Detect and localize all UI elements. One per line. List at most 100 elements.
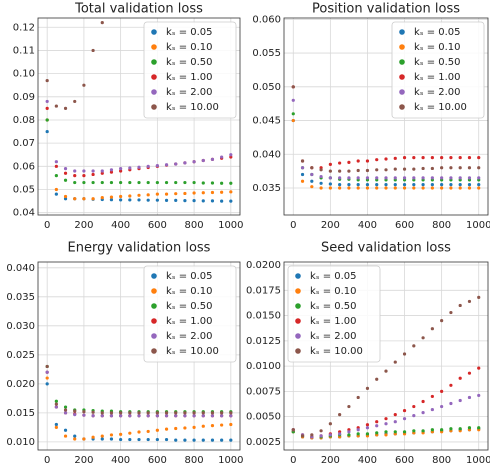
point	[375, 377, 379, 381]
point	[63, 197, 68, 201]
point	[155, 437, 159, 442]
y-tick-label: 0.030	[6, 321, 35, 332]
point	[201, 411, 205, 415]
point	[82, 83, 86, 87]
point	[300, 434, 305, 438]
point	[449, 183, 453, 187]
y-tick-label: 0.08	[13, 115, 35, 126]
y-tick-label: 0.015	[6, 408, 35, 419]
legend-marker	[295, 348, 301, 354]
point	[412, 344, 416, 348]
legend-label: kₛ = 0.05	[166, 271, 213, 282]
point	[449, 176, 453, 180]
x-tick-label: 800	[185, 455, 204, 466]
point	[201, 424, 205, 428]
point	[192, 199, 196, 203]
legend-marker	[295, 303, 301, 309]
point	[467, 166, 472, 170]
point	[100, 196, 104, 200]
point	[393, 167, 397, 171]
point	[201, 438, 205, 442]
point	[45, 364, 49, 369]
point	[402, 430, 407, 434]
y-tick-label: 0.12	[13, 22, 35, 33]
point	[63, 411, 68, 415]
y-tick-label: 0.035	[252, 183, 281, 194]
point	[128, 414, 132, 418]
point	[73, 409, 77, 413]
point	[109, 180, 114, 185]
point	[291, 118, 295, 123]
point	[210, 424, 215, 428]
legend-label: kₛ = 0.50	[166, 301, 213, 312]
point	[164, 437, 169, 442]
y-tick-label: 0.060	[252, 14, 281, 25]
point	[421, 429, 425, 433]
x-tick-label: 600	[148, 220, 167, 231]
point	[63, 428, 68, 432]
subplot-title: Energy validation loss	[68, 241, 211, 256]
point	[183, 438, 187, 442]
point	[375, 420, 379, 424]
point	[54, 160, 58, 164]
point	[73, 437, 77, 441]
point	[109, 411, 114, 415]
point	[402, 167, 407, 171]
point	[467, 426, 472, 430]
point	[174, 162, 178, 166]
y-tick-label: 0.020	[6, 379, 35, 390]
point	[63, 405, 68, 409]
point	[192, 191, 196, 195]
y-tick-label: 0.055	[252, 48, 281, 59]
legend-label: kₛ = 0.50	[166, 57, 213, 68]
point	[291, 428, 295, 432]
point	[45, 382, 49, 386]
point	[300, 166, 305, 170]
y-tick-label: 0.035	[6, 292, 35, 303]
point	[300, 159, 305, 163]
point	[440, 319, 444, 323]
legend-marker	[151, 318, 157, 324]
point	[82, 197, 86, 201]
point	[164, 198, 169, 202]
point	[347, 169, 351, 173]
point	[421, 166, 425, 171]
x-tick-label: 200	[74, 220, 93, 231]
x-tick-label: 400	[358, 455, 377, 466]
point	[73, 99, 77, 104]
point	[338, 176, 342, 180]
point	[300, 172, 305, 177]
point	[384, 168, 388, 172]
x-tick-label: 1000	[466, 220, 490, 231]
point	[155, 411, 159, 415]
point	[54, 192, 58, 196]
x-tick-label: 800	[185, 220, 204, 231]
point	[467, 186, 472, 190]
point	[82, 413, 86, 417]
point	[128, 437, 132, 442]
point	[365, 386, 370, 390]
point	[421, 399, 425, 404]
point	[477, 426, 481, 430]
legend-marker	[151, 348, 157, 354]
point	[347, 160, 351, 164]
legend-marker	[295, 273, 301, 279]
point	[54, 422, 58, 427]
point	[310, 433, 314, 437]
point	[338, 169, 342, 173]
point	[155, 414, 159, 418]
point	[393, 360, 397, 364]
point	[421, 183, 425, 187]
point	[183, 199, 187, 203]
point	[137, 180, 141, 185]
point	[174, 180, 178, 185]
point	[477, 176, 481, 180]
point	[45, 106, 49, 110]
point	[100, 21, 104, 25]
point	[119, 432, 123, 436]
point	[458, 398, 462, 403]
point	[137, 193, 141, 197]
point	[82, 410, 86, 414]
point	[82, 174, 86, 178]
point	[421, 176, 425, 180]
